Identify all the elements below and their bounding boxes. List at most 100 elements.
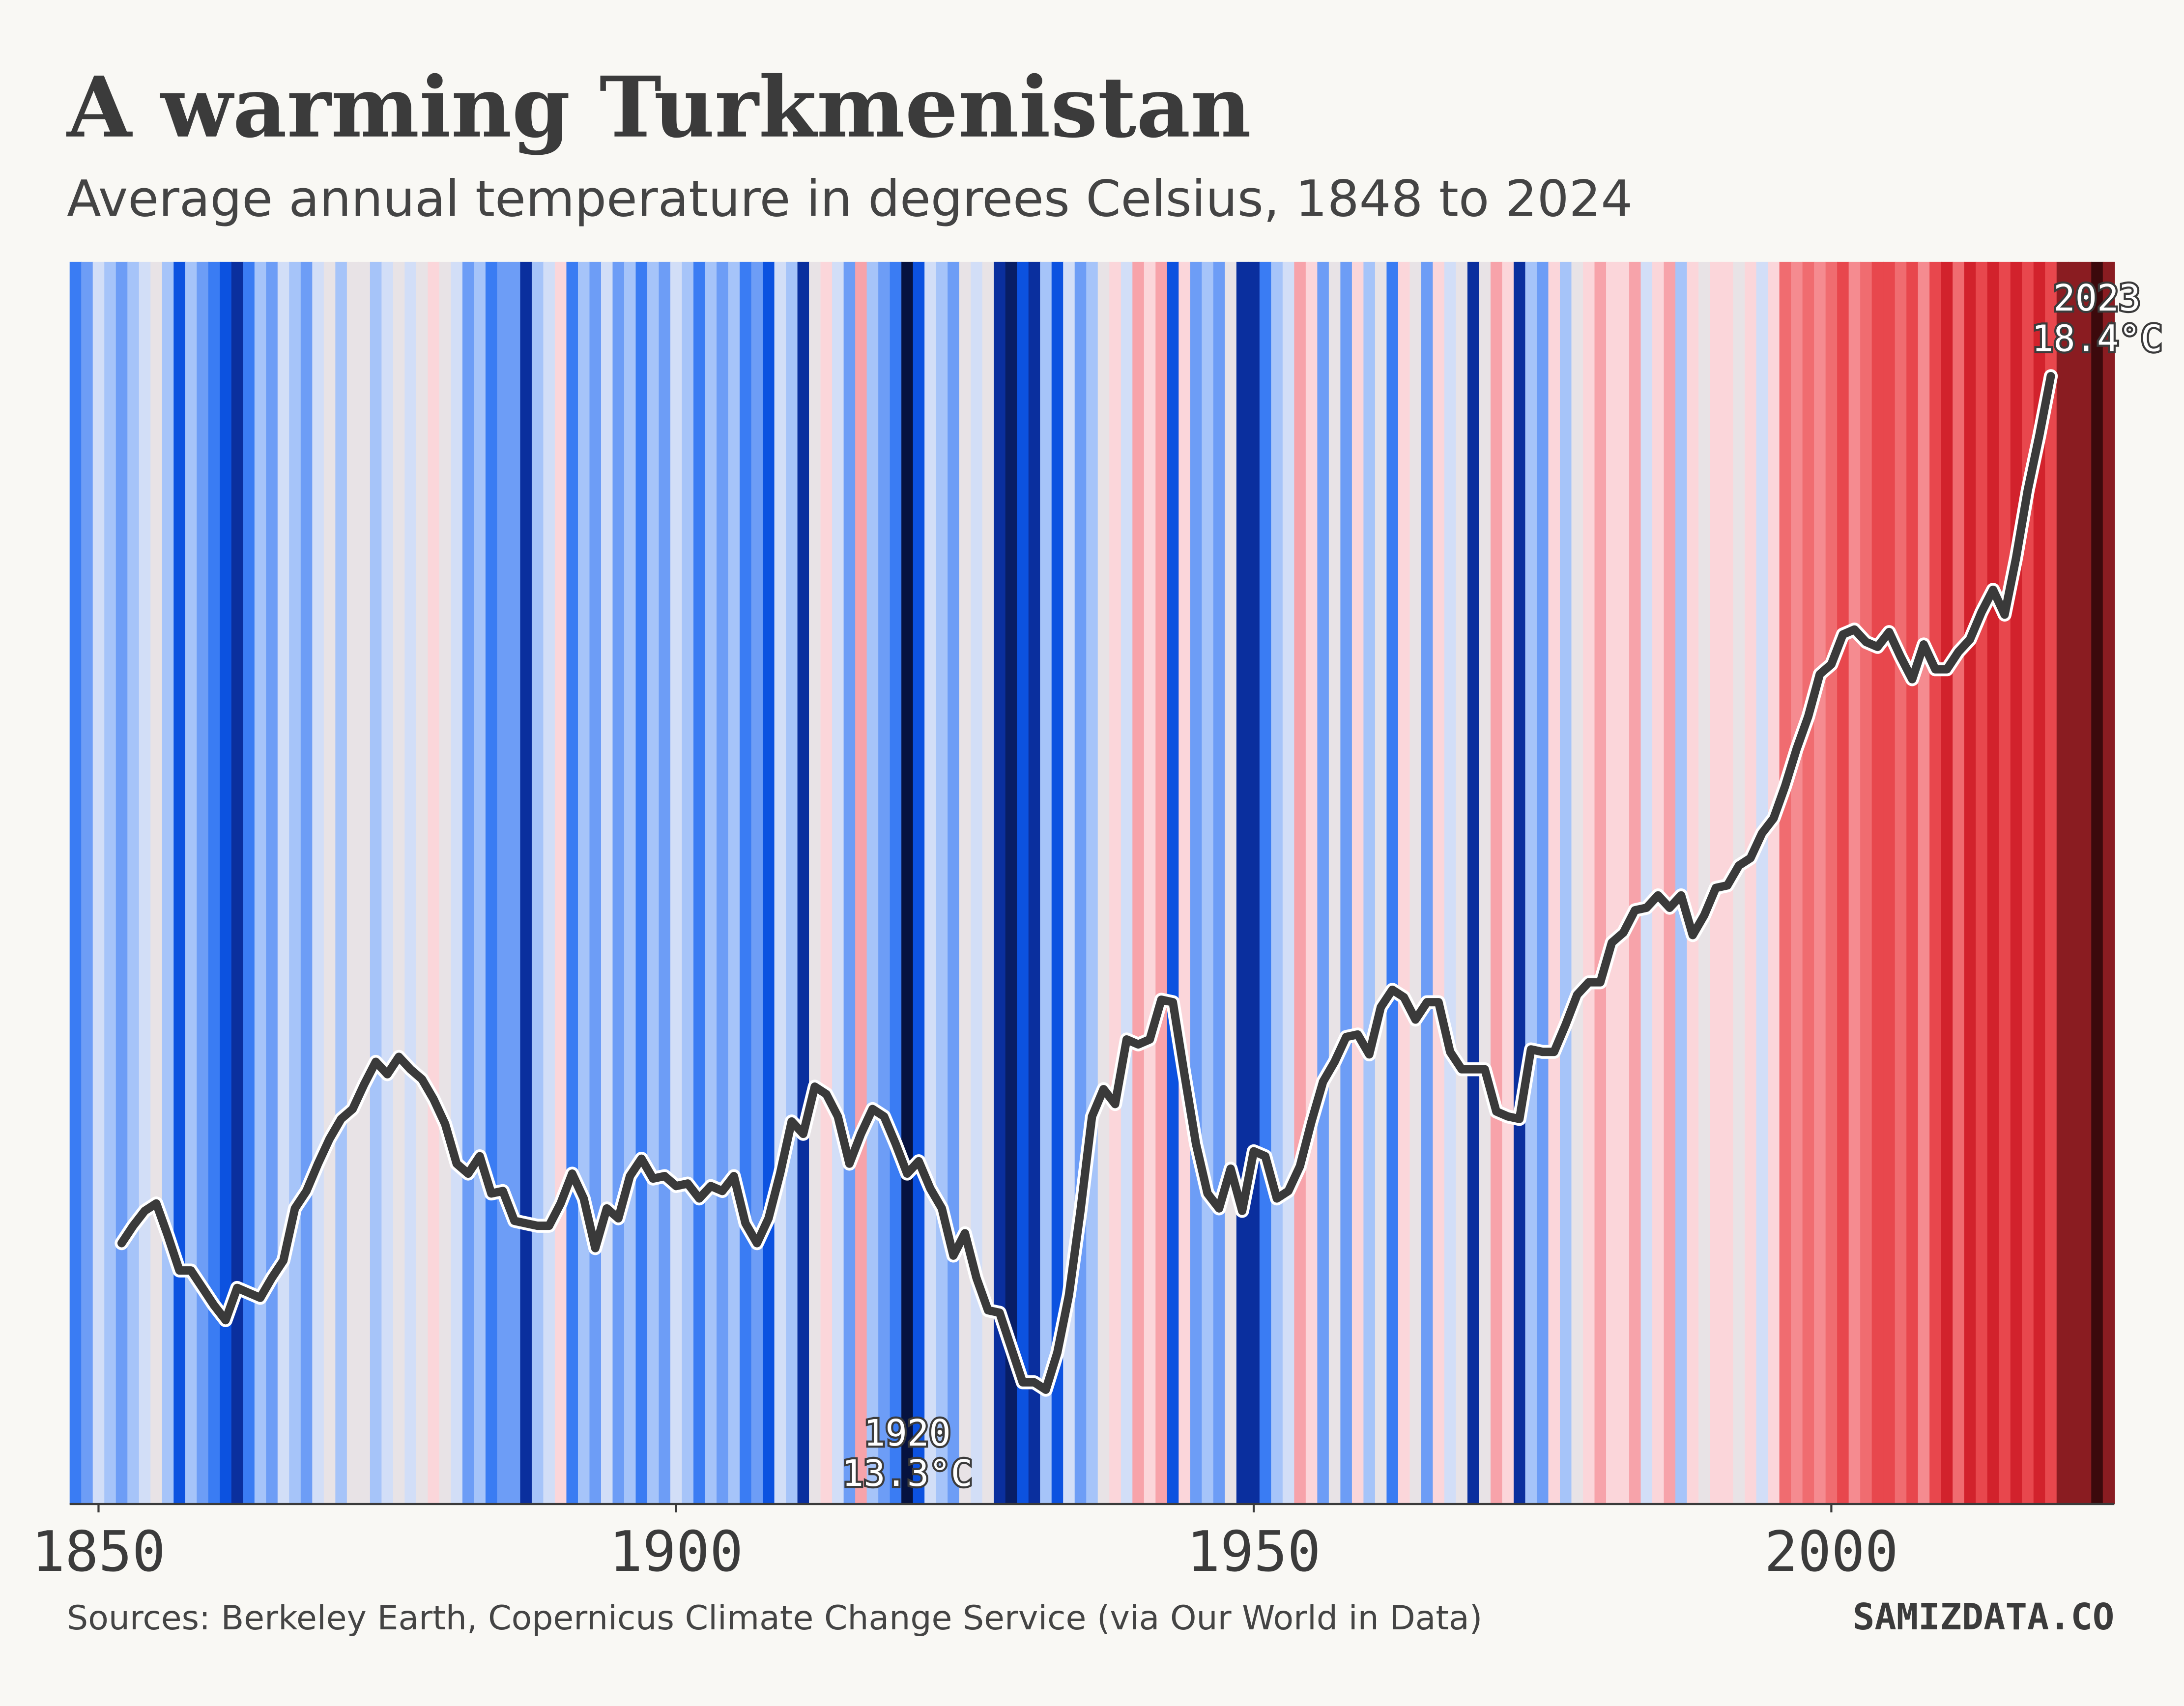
stripe: [323, 261, 336, 1504]
stripe: [971, 261, 983, 1504]
stripe: [1040, 261, 1052, 1504]
stripe: [1398, 261, 1410, 1504]
stripe: [1895, 261, 1907, 1504]
stripe: [1155, 261, 1168, 1504]
stripe: [1375, 261, 1387, 1504]
stripe: [1328, 261, 1341, 1504]
stripe: [1144, 261, 1156, 1504]
stripe: [820, 261, 833, 1504]
stripe: [139, 261, 151, 1504]
stripe: [335, 261, 347, 1504]
stripe: [1883, 261, 1896, 1504]
stripe: [1109, 261, 1121, 1504]
stripe: [890, 261, 902, 1504]
stripe: [1791, 261, 1803, 1504]
stripe: [1386, 261, 1399, 1504]
stripe: [1779, 261, 1792, 1504]
stripe: [381, 261, 394, 1504]
stripe: [1687, 261, 1699, 1504]
stripe: [1121, 261, 1133, 1504]
stripe: [2102, 261, 2115, 1504]
stripe: [1225, 261, 1237, 1504]
stripe: [924, 261, 937, 1504]
stripe: [1814, 261, 1826, 1504]
stripe: [832, 261, 844, 1504]
stripe: [1317, 261, 1330, 1504]
stripe: [1213, 261, 1226, 1504]
stripe: [855, 261, 867, 1504]
stripe: [1606, 261, 1618, 1504]
stripe: [346, 261, 359, 1504]
stripe: [1005, 261, 1018, 1504]
stripe: [1906, 261, 1919, 1504]
stripe: [1444, 261, 1457, 1504]
stripe: [393, 261, 405, 1504]
stripe: [1594, 261, 1607, 1504]
stripe: [1479, 261, 1492, 1504]
stripe: [670, 261, 683, 1504]
stripe: [104, 261, 116, 1504]
stripe: [81, 261, 93, 1504]
brand: SAMIZDATA.CO: [1853, 1596, 2114, 1638]
chart-title: A warming Turkmenistan: [66, 58, 1251, 157]
stripe: [1086, 261, 1098, 1504]
stripe: [1409, 261, 1422, 1504]
stripe: [740, 261, 752, 1504]
stripe: [508, 261, 521, 1504]
stripe: [1617, 261, 1630, 1504]
stripe: [1756, 261, 1769, 1504]
x-tick-label: 1900: [609, 1519, 743, 1584]
stripe: [797, 261, 810, 1504]
stripe: [693, 261, 706, 1504]
annotation-year: 1920: [863, 1413, 950, 1454]
stripe: [1802, 261, 1815, 1504]
stripe: [1097, 261, 1110, 1504]
stripe: [2045, 261, 2057, 1504]
stripe: [485, 261, 498, 1504]
x-axis: 1850 1900 1950 2000: [31, 1503, 2115, 1584]
stripe: [1202, 261, 1214, 1504]
stripe: [1513, 261, 1526, 1504]
stripe: [1421, 261, 1434, 1504]
annotation-value: 13.3°C: [842, 1453, 973, 1495]
stripe: [497, 261, 510, 1504]
stripe: [1987, 261, 2000, 1504]
stripe: [1028, 261, 1041, 1504]
stripe: [659, 261, 671, 1504]
stripe: [647, 261, 660, 1504]
stripe: [1259, 261, 1272, 1504]
stripe: [1698, 261, 1711, 1504]
stripe: [1236, 261, 1249, 1504]
stripe: [1167, 261, 1179, 1504]
stripe: [1271, 261, 1283, 1504]
stripe: [197, 261, 209, 1504]
stripe: [763, 261, 775, 1504]
stripe: [1941, 261, 1954, 1504]
stripe: [948, 261, 960, 1504]
stripe: [173, 261, 186, 1504]
stripe: [717, 261, 729, 1504]
stripe: [751, 261, 764, 1504]
stripe: [1502, 261, 1515, 1504]
stripe: [913, 261, 925, 1504]
stripe: [728, 261, 741, 1504]
stripe: [1964, 261, 1977, 1504]
stripe: [635, 261, 648, 1504]
stripe: [1953, 261, 1965, 1504]
stripe: [1583, 261, 1595, 1504]
stripe: [243, 261, 255, 1504]
stripe: [1248, 261, 1260, 1504]
stripe: [2056, 261, 2069, 1504]
stripe: [358, 261, 371, 1504]
stripe: [1571, 261, 1584, 1504]
stripe: [416, 261, 429, 1504]
stripe: [554, 261, 567, 1504]
stripe: [254, 261, 267, 1504]
stripe: [786, 261, 798, 1504]
line: [117, 371, 2055, 1394]
stripe: [1074, 261, 1087, 1504]
stripe: [543, 261, 556, 1504]
annotation-year: 2023: [2053, 278, 2140, 319]
